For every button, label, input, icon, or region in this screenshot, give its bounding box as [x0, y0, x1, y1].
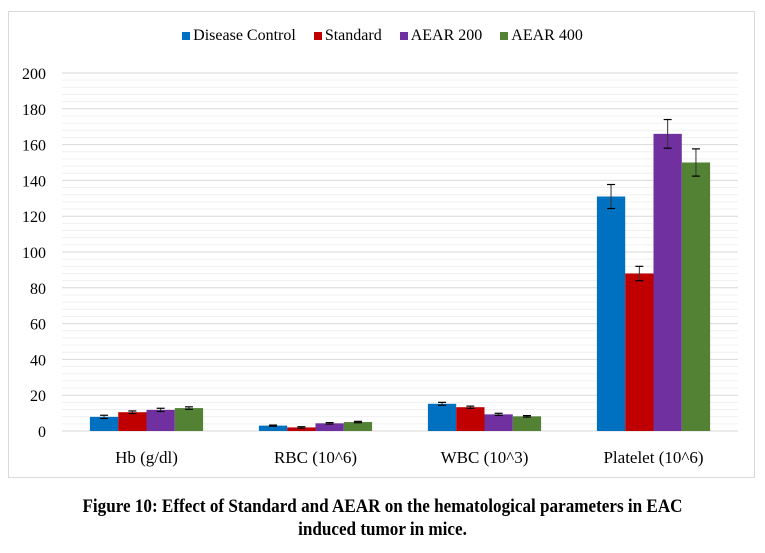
y-tick-label: 80: [30, 281, 46, 298]
legend-swatch: [399, 32, 408, 40]
legend-swatch: [313, 32, 322, 40]
bar: [512, 416, 542, 431]
bar: [681, 162, 711, 431]
bar: [174, 408, 204, 431]
bar: [456, 407, 485, 431]
y-tick-label: 160: [22, 138, 46, 155]
bar: [146, 409, 175, 431]
y-tick-label: 60: [30, 317, 46, 334]
bar: [596, 196, 626, 431]
y-tick-label: 120: [22, 209, 46, 226]
legend-label: AEAR 200: [410, 27, 483, 44]
legend-label: Disease Control: [193, 27, 296, 44]
bar: [653, 133, 682, 432]
legend-swatch: [182, 32, 191, 40]
y-tick-label: 200: [22, 66, 46, 83]
bar: [258, 425, 288, 431]
legend-label: AEAR 400: [511, 27, 583, 44]
bar: [625, 273, 654, 431]
x-category-label: WBC (10^3): [441, 448, 529, 467]
bar: [287, 427, 316, 431]
legend-item-aear-200: AEAR 200: [399, 27, 483, 45]
bar: [315, 423, 344, 431]
y-tick-label: 180: [22, 102, 46, 119]
figure-caption: Figure 10: Effect of Standard and AEAR o…: [38, 495, 727, 541]
bar: [343, 422, 373, 431]
legend: Disease Control Standard AEAR 200 AEAR 4…: [0, 27, 765, 45]
x-category-label: Platelet (10^6): [603, 448, 703, 467]
caption-line-2: induced tumor in mice.: [298, 519, 467, 540]
legend-label: Standard: [324, 27, 382, 44]
bar: [118, 412, 147, 431]
x-category-label: RBC (10^6): [274, 448, 357, 467]
bar: [484, 414, 513, 431]
legend-item-standard: Standard: [313, 27, 382, 45]
y-tick-label: 0: [38, 424, 46, 441]
legend-item-aear-400: AEAR 400: [500, 27, 583, 45]
y-tick-label: 40: [30, 352, 46, 369]
x-category-label: Hb (g/dl): [115, 448, 178, 467]
y-tick-label: 140: [22, 173, 46, 190]
y-tick-label: 20: [30, 388, 46, 405]
bar: [89, 416, 119, 431]
bar: [427, 403, 457, 431]
legend-swatch: [500, 32, 509, 40]
caption-line-1: Figure 10: Effect of Standard and AEAR o…: [82, 496, 683, 517]
y-tick-label: 100: [22, 245, 46, 262]
legend-item-disease-control: Disease Control: [182, 27, 296, 45]
